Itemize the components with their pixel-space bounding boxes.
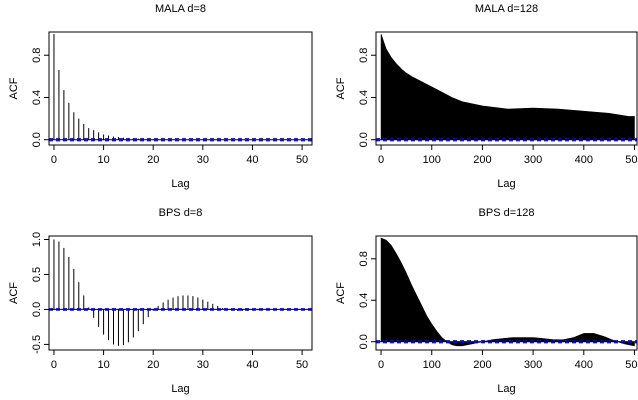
bps-d8-y-tick-label: 1.0 (31, 232, 43, 247)
mala-d8-x-tick-label: 20 (147, 154, 159, 166)
mala-d128-y-tick-label: 0.8 (358, 48, 370, 63)
bps-d128-x-label: Lag (497, 383, 515, 395)
mala-d128-acf-area (380, 34, 635, 141)
bps-d8-frame (48, 235, 313, 351)
mala-d8-y-tick-label: 0.4 (31, 90, 43, 105)
bps-d8-x-tick-label: 20 (147, 359, 159, 371)
bps-d128-y-label: ACF (335, 282, 347, 304)
mala-d128-frame (375, 31, 638, 146)
bps-d8-x-tick-label: 0 (51, 359, 57, 371)
mala-d8-x-tick-label: 50 (296, 154, 308, 166)
bps-d8-x-tick-label: 10 (97, 359, 109, 371)
mala-d128-x-tick-label: 100 (423, 154, 441, 166)
mala-d128-x-label: Lag (497, 178, 515, 190)
bps-d8-y-label: ACF (8, 282, 20, 304)
mala-d128-x-tick-label: 500 (625, 154, 638, 166)
mala-d128-x-tick-label: 300 (524, 154, 542, 166)
bps-d128-y-tick-label: 0.8 (358, 251, 370, 266)
mala-d128-x-tick-label: 400 (575, 154, 593, 166)
mala-d8-x-label: Lag (171, 178, 189, 190)
mala-d128-title: MALA d=128 (475, 3, 538, 15)
bps-d128-x-tick-label: 400 (575, 359, 593, 371)
bps-d8-x-label: Lag (171, 383, 189, 395)
mala-d8-x-tick-label: 40 (246, 154, 258, 166)
mala-d8-title: MALA d=8 (155, 3, 206, 15)
bps-d8-panel: 0 10 20 30 40 50 -0.5 0.0 0.5 1.0 BPS d=8 Lag ACF (8, 207, 313, 395)
bps-d128-x-tick-label: 500 (625, 359, 638, 371)
mala-d8-panel: 0 10 20 30 40 50 0.0 0.4 0.8 MALA d=8 Lag ACF (8, 3, 313, 190)
bps-d8-title: BPS d=8 (159, 207, 203, 219)
bps-d128-panel: 0 100 200 300 400 500 0.0 0.4 0.8 BPS d=128 Lag ACF (335, 207, 638, 395)
bps-d128-x-tick-label: 200 (473, 359, 491, 371)
mala-d8-frame (48, 31, 313, 146)
mala-d8-y-label: ACF (8, 77, 20, 99)
bps-d128-y-tick-label: 0.0 (358, 334, 370, 349)
bps-d128-x-tick-label: 300 (524, 359, 542, 371)
mala-d128-y-label: ACF (335, 77, 347, 99)
mala-d8-y-tick-label: 0.0 (31, 132, 43, 147)
mala-d128-y-tick-label: 0.4 (358, 90, 370, 105)
bps-d8-y-tick-label: 0.5 (31, 267, 43, 282)
mala-d128-x-tick-label: 0 (378, 154, 384, 166)
mala-d128-x-tick-label: 200 (473, 154, 491, 166)
bps-d8-x-tick-label: 50 (296, 359, 308, 371)
bps-d128-acf-area (380, 237, 635, 347)
mala-d128-y-tick-label: 0.0 (358, 132, 370, 147)
mala-d8-x-tick-label: 10 (97, 154, 109, 166)
mala-d8-x-tick-label: 30 (197, 154, 209, 166)
bps-d8-x-tick-label: 40 (246, 359, 258, 371)
mala-d8-x-tick-label: 0 (51, 154, 57, 166)
bps-d128-y-tick-label: 0.4 (358, 293, 370, 308)
bps-d128-title: BPS d=128 (479, 207, 535, 219)
mala-d8-y-tick-label: 0.8 (31, 48, 43, 63)
bps-d128-x-tick-label: 0 (378, 359, 384, 371)
bps-d8-y-tick-label: 0.0 (31, 302, 43, 317)
bps-d128-x-tick-label: 100 (423, 359, 441, 371)
bps-d8-y-tick-label: -0.5 (31, 335, 43, 354)
bps-d128-frame (375, 235, 638, 351)
bps-d8-x-tick-label: 30 (197, 359, 209, 371)
mala-d128-panel: 0 100 200 300 400 500 0.0 0.4 0.8 MALA d=128 Lag AC… (335, 3, 638, 190)
